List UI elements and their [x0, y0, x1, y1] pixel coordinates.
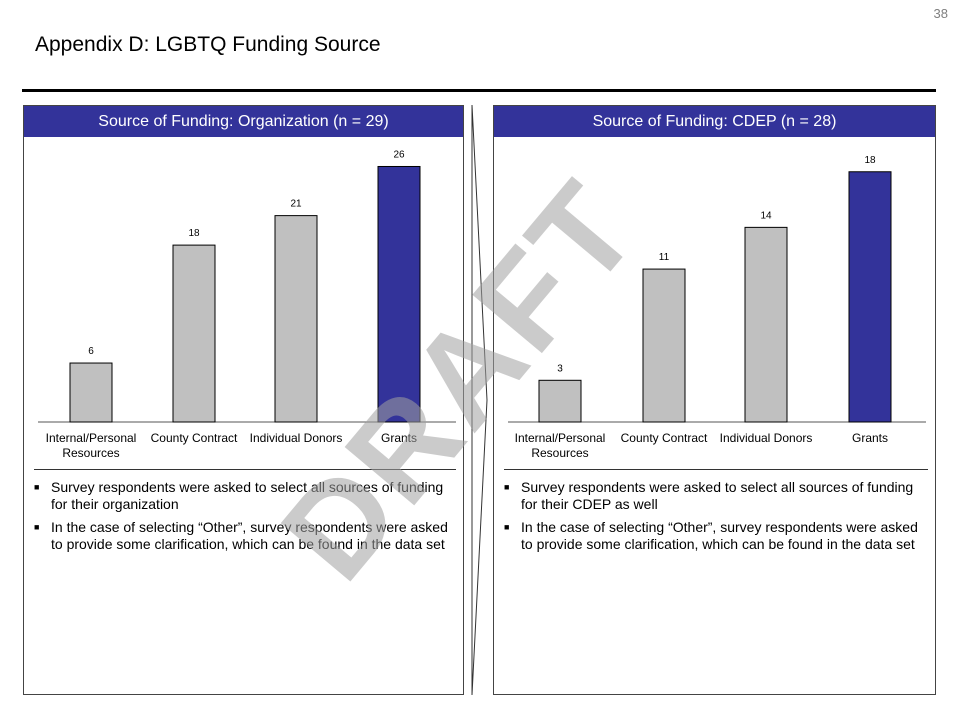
page-title: Appendix D: LGBTQ Funding Source [35, 33, 381, 56]
title-divider [22, 89, 936, 92]
note-item: ■ In the case of selecting “Other”, surv… [34, 519, 451, 553]
bullet-icon: ■ [34, 482, 40, 492]
organization-funding-chart: 6 Internal/Personal Resources 18 County Cont… [24, 137, 463, 467]
bar-0 [69, 362, 113, 423]
note-item: ■ Survey respondents were asked to selec… [504, 479, 923, 513]
x-tick-label: Resources [531, 446, 588, 460]
bar-3 [377, 165, 421, 423]
note-text: In the case of selecting “Other”, survey… [51, 519, 448, 552]
note-text: Survey respondents were asked to select … [51, 479, 444, 512]
bar-1 [642, 268, 686, 423]
panel-header: Source of Funding: Organization (n = 29) [24, 106, 463, 137]
bullet-icon: ■ [504, 522, 510, 532]
cdep-funding-panel: Source of Funding: CDEP (n = 28) 3 Intern… [493, 105, 936, 695]
x-tick-label: County Contract [621, 431, 708, 445]
organization-funding-panel: Source of Funding: Organization (n = 29)… [23, 105, 464, 695]
x-tick-label: Internal/Personal [46, 431, 137, 445]
notes-list: ■ Survey respondents were asked to selec… [504, 479, 923, 559]
x-tick-label: Grants [852, 431, 888, 445]
notes-list: ■ Survey respondents were asked to selec… [34, 479, 451, 559]
page-number: 38 [933, 6, 948, 21]
bullet-icon: ■ [504, 482, 510, 492]
data-label: 11 [659, 252, 670, 263]
note-item: ■ Survey respondents were asked to selec… [34, 479, 451, 513]
data-label: 26 [393, 149, 405, 160]
data-label: 6 [88, 346, 94, 357]
x-tick-label: Individual Donors [250, 431, 343, 445]
x-tick-label: County Contract [151, 431, 238, 445]
x-tick-label: Resources [62, 446, 119, 460]
note-text: Survey respondents were asked to select … [521, 479, 914, 512]
data-label: 18 [188, 228, 200, 239]
bar-2 [744, 226, 788, 423]
data-label: 14 [760, 210, 772, 221]
note-item: ■ In the case of selecting “Other”, surv… [504, 519, 923, 553]
notes-divider [504, 469, 928, 470]
panel-header: Source of Funding: CDEP (n = 28) [494, 106, 935, 137]
note-text: In the case of selecting “Other”, survey… [521, 519, 918, 552]
data-label: 18 [864, 155, 876, 166]
x-tick-label: Individual Donors [720, 431, 813, 445]
x-tick-label: Grants [381, 431, 417, 445]
x-tick-label: Internal/Personal [515, 431, 606, 445]
bar-3 [848, 171, 892, 423]
chevron-arrow-icon [471, 104, 488, 696]
notes-divider [34, 469, 456, 470]
data-label: 21 [290, 199, 302, 210]
bar-2 [274, 215, 318, 423]
data-label: 3 [557, 363, 563, 374]
bar-0 [538, 379, 582, 423]
bullet-icon: ■ [34, 522, 40, 532]
cdep-funding-chart: 3 Internal/Personal Resources 11 County Cont… [494, 137, 935, 467]
bar-1 [172, 244, 216, 423]
